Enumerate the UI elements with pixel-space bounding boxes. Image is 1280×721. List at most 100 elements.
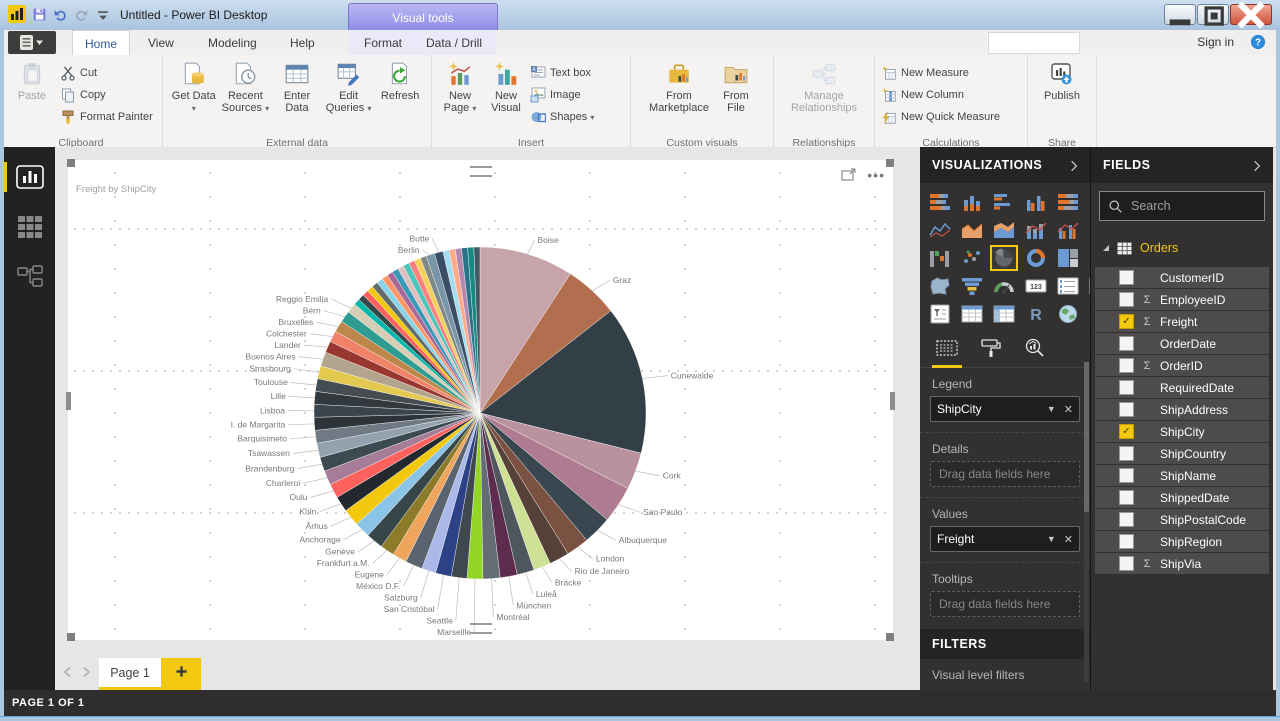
help-icon[interactable]: ? — [1250, 34, 1266, 50]
sidebar-item-report-view[interactable] — [4, 155, 55, 199]
new-column-button[interactable]: New Column — [881, 85, 1000, 104]
field-checkbox-ShipCountry[interactable] — [1119, 446, 1134, 461]
image-button[interactable]: Image — [530, 85, 594, 104]
sign-in-link[interactable]: Sign in — [1197, 35, 1234, 49]
paste-button[interactable]: Paste — [6, 59, 58, 102]
enter-data-button[interactable]: Enter Data — [272, 59, 322, 114]
tab-data-drill[interactable]: Data / Drill — [414, 30, 494, 55]
save-icon[interactable] — [32, 7, 47, 22]
pill-dropdown-icon[interactable]: ▼ — [1047, 534, 1056, 544]
viz-icon-scatter[interactable] — [958, 245, 986, 271]
pill-remove-icon[interactable]: ✕ — [1064, 533, 1073, 546]
field-row-ShipAddress[interactable]: ΣShipAddress — [1095, 399, 1269, 420]
expand-collapse-icon[interactable] — [1103, 245, 1109, 251]
viz-icon-waterfall[interactable] — [926, 245, 954, 271]
field-row-ShipName[interactable]: ΣShipName — [1095, 465, 1269, 486]
tab-analytics-pane[interactable] — [1020, 337, 1050, 367]
resize-handle-bottom-right[interactable] — [886, 633, 894, 641]
viz-icon-hundred-stacked-bar[interactable] — [1054, 189, 1082, 215]
minimize-button[interactable] — [1164, 4, 1196, 25]
tooltips-well-dropzone[interactable]: Drag data fields here — [930, 591, 1080, 617]
tab-view[interactable]: View — [136, 30, 186, 55]
viz-icon-multi-row-card[interactable] — [1054, 273, 1082, 299]
pill-dropdown-icon[interactable]: ▼ — [1047, 404, 1056, 414]
redo-icon[interactable] — [74, 7, 89, 22]
resize-handle-top-left[interactable] — [67, 159, 75, 167]
viz-icon-clustered-bar[interactable] — [990, 189, 1018, 215]
viz-icon-table[interactable] — [958, 301, 986, 327]
field-row-ShipCity[interactable]: ✓ΣShipCity — [1095, 421, 1269, 442]
resize-handle-right[interactable] — [890, 392, 895, 410]
legend-field-pill[interactable]: ShipCity ▼ ✕ — [930, 396, 1080, 422]
viz-icon-clustered-column[interactable] — [1022, 189, 1050, 215]
pill-remove-icon[interactable]: ✕ — [1064, 403, 1073, 416]
field-row-OrderDate[interactable]: ΣOrderDate — [1095, 333, 1269, 354]
restore-button[interactable] — [1197, 4, 1229, 25]
tab-modeling[interactable]: Modeling — [196, 30, 269, 55]
field-row-ShipPostalCode[interactable]: ΣShipPostalCode — [1095, 509, 1269, 530]
new-page-button[interactable]: New Page ▾ — [438, 59, 482, 115]
viz-icon-arcgis-map[interactable] — [1054, 301, 1082, 327]
visual-more-options-icon[interactable]: ••• — [867, 171, 885, 179]
resize-handle-left[interactable] — [66, 392, 71, 410]
viz-icon-filled-map[interactable] — [926, 273, 954, 299]
text-box-button[interactable]: A Text box — [530, 63, 594, 82]
viz-icon-r-script[interactable]: R — [1022, 301, 1050, 327]
viz-icon-matrix[interactable] — [990, 301, 1018, 327]
new-measure-button[interactable]: New Measure — [881, 63, 1000, 82]
page-tab-page1[interactable]: Page 1 — [99, 658, 161, 687]
field-row-ShipRegion[interactable]: ΣShipRegion — [1095, 531, 1269, 552]
resize-handle-bottom-left[interactable] — [67, 633, 75, 641]
visual-drag-grip-bottom[interactable] — [470, 623, 492, 634]
viz-icon-funnel[interactable] — [958, 273, 986, 299]
viz-icon-line[interactable] — [926, 217, 954, 243]
viz-icon-gauge[interactable] — [990, 273, 1018, 299]
field-checkbox-ShippedDate[interactable] — [1119, 490, 1134, 505]
field-row-ShippedDate[interactable]: ΣShippedDate — [1095, 487, 1269, 508]
from-marketplace-button[interactable]: From Marketplace — [646, 59, 712, 114]
shapes-button[interactable]: Shapes ▾ — [530, 107, 594, 126]
sidebar-item-data-view[interactable] — [4, 205, 55, 249]
field-checkbox-ShipAddress[interactable] — [1119, 402, 1134, 417]
field-row-RequiredDate[interactable]: ΣRequiredDate — [1095, 377, 1269, 398]
field-row-CustomerID[interactable]: ΣCustomerID — [1095, 267, 1269, 288]
table-row-orders[interactable]: Orders — [1091, 235, 1273, 261]
field-checkbox-ShipCity[interactable]: ✓ — [1119, 424, 1134, 439]
new-visual-button[interactable]: New Visual — [484, 59, 528, 114]
publish-button[interactable]: Publish — [1038, 59, 1086, 102]
tab-format-pane[interactable] — [976, 337, 1006, 367]
new-quick-measure-button[interactable]: New Quick Measure — [881, 107, 1000, 126]
viz-icon-stacked-column[interactable] — [958, 189, 986, 215]
field-checkbox-ShipName[interactable] — [1119, 468, 1134, 483]
values-field-pill[interactable]: Freight ▼ ✕ — [930, 526, 1080, 552]
tab-help[interactable]: Help — [278, 30, 327, 55]
viz-icon-area[interactable] — [958, 217, 986, 243]
viz-panel-scrollbar[interactable] — [1084, 362, 1089, 682]
viz-icon-slicer[interactable] — [926, 301, 954, 327]
get-data-button[interactable]: Get Data ▾ — [169, 59, 219, 115]
recent-sources-button[interactable]: Recent Sources ▾ — [221, 59, 271, 115]
collapse-visualizations-icon[interactable] — [1070, 159, 1078, 171]
field-checkbox-OrderID[interactable] — [1119, 358, 1134, 373]
previous-page-icon[interactable] — [63, 665, 72, 677]
viz-icon-line-clustered-column[interactable] — [1054, 217, 1082, 243]
collapse-fields-icon[interactable] — [1253, 159, 1261, 171]
field-checkbox-EmployeeID[interactable] — [1119, 292, 1134, 307]
details-well-dropzone[interactable]: Drag data fields here — [930, 461, 1080, 487]
viz-icon-line-stacked-column[interactable] — [1022, 217, 1050, 243]
viz-icon-donut[interactable] — [1022, 245, 1050, 271]
field-checkbox-CustomerID[interactable] — [1119, 270, 1134, 285]
field-checkbox-ShipPostalCode[interactable] — [1119, 512, 1134, 527]
visual-drag-grip-top[interactable] — [470, 166, 492, 177]
undo-icon[interactable] — [53, 7, 68, 22]
viz-icon-pie[interactable] — [990, 245, 1018, 271]
focus-mode-icon[interactable] — [841, 168, 857, 182]
field-row-ShipCountry[interactable]: ΣShipCountry — [1095, 443, 1269, 464]
quick-access-dropdown-icon[interactable] — [95, 7, 110, 22]
manage-relationships-button[interactable]: Manage Relationships — [784, 59, 864, 114]
format-painter-button[interactable]: Format Painter — [60, 107, 153, 126]
